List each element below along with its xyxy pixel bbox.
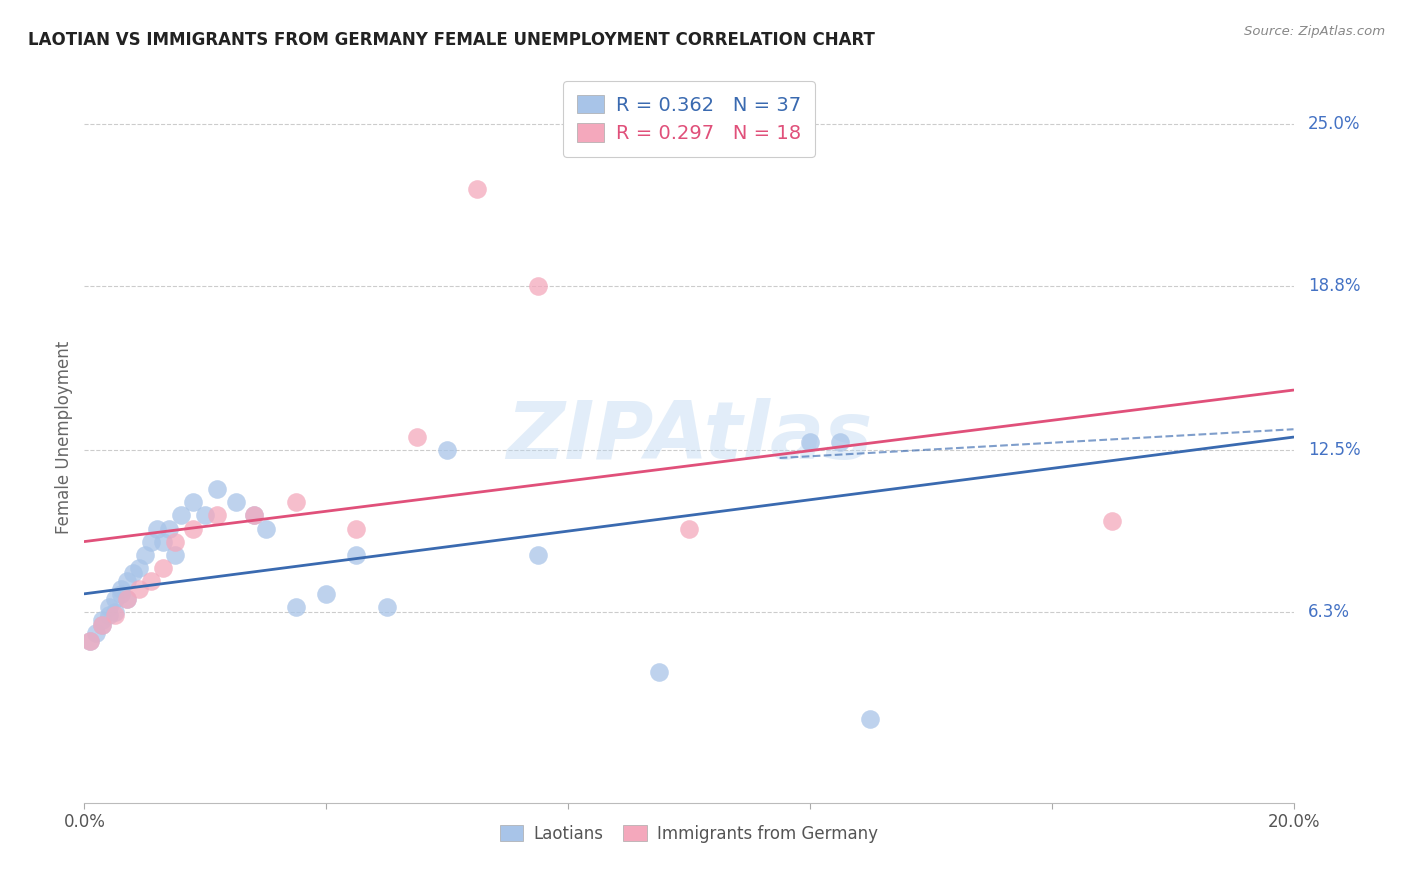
Point [242,508,264,523]
Point [527,548,550,562]
Text: 25.0%: 25.0% [1308,114,1361,133]
Point [194,508,217,523]
Point [104,592,127,607]
Y-axis label: Female Unemployment: Female Unemployment [55,341,73,533]
Text: 18.8%: 18.8% [1308,277,1361,294]
Text: LAOTIAN VS IMMIGRANTS FROM GERMANY FEMALE UNEMPLOYMENT CORRELATION CHART: LAOTIAN VS IMMIGRANTS FROM GERMANY FEMAL… [28,31,875,49]
Point [79,633,101,648]
Point [134,548,156,562]
Text: 12.5%: 12.5% [1308,442,1361,459]
Point [678,521,700,535]
Point [152,560,174,574]
Point [406,430,429,444]
Point [121,566,143,580]
Point [91,618,114,632]
Text: 6.3%: 6.3% [1308,603,1350,621]
Point [146,521,169,535]
Point [165,548,187,562]
Point [225,495,247,509]
Point [436,443,458,458]
Point [346,521,368,535]
Text: Source: ZipAtlas.com: Source: ZipAtlas.com [1244,25,1385,38]
Point [104,607,127,622]
Point [110,587,132,601]
Legend: Laotians, Immigrants from Germany: Laotians, Immigrants from Germany [494,818,884,849]
Point [181,521,204,535]
Point [104,605,127,619]
Point [139,534,162,549]
Point [207,483,229,497]
Point [128,582,150,596]
Point [830,435,852,450]
Point [97,599,120,614]
Point [346,548,368,562]
Point [139,574,162,588]
Point [115,592,138,607]
Text: ZIPAtlas: ZIPAtlas [506,398,872,476]
Point [86,626,108,640]
Point [181,495,204,509]
Point [110,582,132,596]
Point [467,182,489,196]
Point [254,521,277,535]
Point [165,534,187,549]
Point [285,599,308,614]
Point [242,508,264,523]
Point [115,574,138,588]
Point [648,665,671,680]
Point [799,435,821,450]
Point [375,599,398,614]
Point [207,508,229,523]
Point [170,508,193,523]
Point [527,278,550,293]
Point [91,618,114,632]
Point [859,712,882,726]
Point [128,560,150,574]
Point [1101,514,1123,528]
Point [315,587,337,601]
Point [115,592,138,607]
Point [91,613,114,627]
Point [285,495,308,509]
Point [97,607,120,622]
Point [79,633,101,648]
Point [152,534,174,549]
Point [157,521,180,535]
